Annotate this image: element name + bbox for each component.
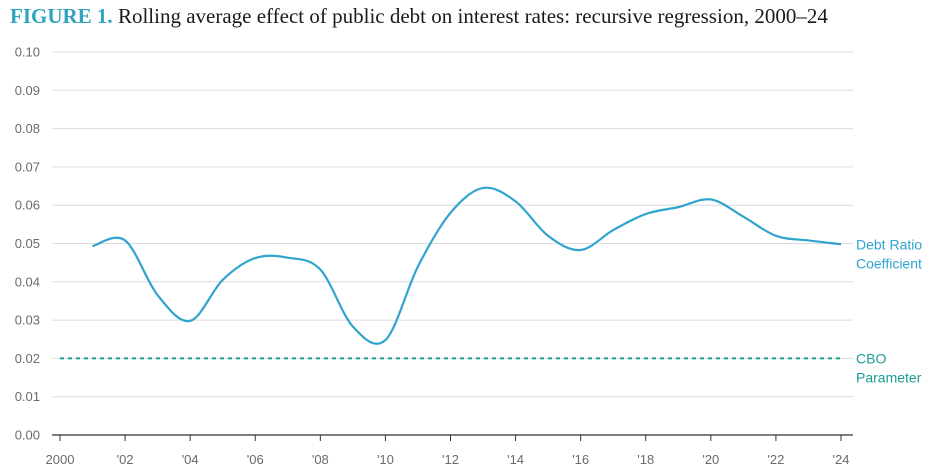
y-tick-label: 0.03 xyxy=(15,313,40,328)
series-label: CBO xyxy=(856,350,886,366)
y-tick-label: 0.08 xyxy=(15,121,40,136)
series-label: Debt Ratio xyxy=(856,236,922,252)
x-tick-label: '10 xyxy=(377,452,394,467)
figure-label: FIGURE 1. xyxy=(10,4,113,28)
y-tick-label: 0.00 xyxy=(15,428,40,443)
series-label: Coefficient xyxy=(856,255,922,271)
y-tick-label: 0.01 xyxy=(15,389,40,404)
title-text: Rolling average effect of public debt on… xyxy=(117,4,828,28)
chart-title: FIGURE 1. Rolling average effect of publ… xyxy=(10,4,828,29)
y-tick-label: 0.02 xyxy=(15,351,40,366)
x-tick-label: '16 xyxy=(572,452,589,467)
y-tick-label: 0.10 xyxy=(15,45,40,60)
x-tick-label: '04 xyxy=(182,452,199,467)
x-tick-label: '22 xyxy=(767,452,784,467)
y-tick-label: 0.05 xyxy=(15,236,40,251)
y-tick-label: 0.09 xyxy=(15,83,40,98)
x-tick-label: '12 xyxy=(442,452,459,467)
x-tick-label: '08 xyxy=(312,452,329,467)
series-line-debt-ratio-coefficient xyxy=(92,186,842,345)
x-tick-label: '20 xyxy=(702,452,719,467)
x-tick-label: '24 xyxy=(833,452,850,467)
x-tick-label: 2000 xyxy=(46,452,75,467)
x-tick-label: '18 xyxy=(637,452,654,467)
x-tick-label: '06 xyxy=(247,452,264,467)
y-tick-label: 0.06 xyxy=(15,198,40,213)
y-tick-label: 0.07 xyxy=(15,159,40,174)
y-tick-label: 0.04 xyxy=(15,274,40,289)
x-tick-label: '02 xyxy=(117,452,134,467)
series-label: Parameter xyxy=(856,369,922,385)
x-tick-label: '14 xyxy=(507,452,524,467)
